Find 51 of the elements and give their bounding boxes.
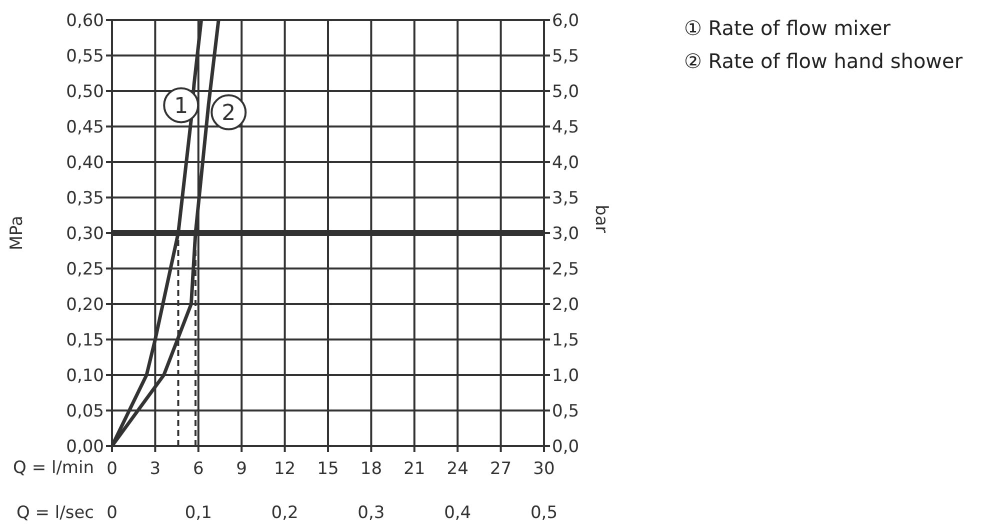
x2-tick-label: 0,2 <box>271 503 298 523</box>
x-tick-label: 9 <box>236 459 248 480</box>
x-tick-label: 6 <box>192 459 204 480</box>
y2-tick-label: 5,0 <box>552 82 580 102</box>
x-tick-label: 24 <box>446 459 468 480</box>
y-tick-label: 0,60 <box>66 11 104 32</box>
y2-tick-label: 2,5 <box>552 260 580 280</box>
y-tick-label: 0,20 <box>66 295 104 316</box>
x-tick-label: 3 <box>150 459 161 480</box>
y2-tick-label: 4,0 <box>552 153 580 174</box>
y-tick-label: 0,30 <box>66 224 104 244</box>
y2-tick-label: 2,0 <box>552 295 580 316</box>
y2-tick-label: 0,5 <box>552 402 580 422</box>
text: ① Rate of flow mixer <box>684 16 890 40</box>
x2-axis-title: Q = l/sec <box>16 503 94 523</box>
y-tick-label: 0,25 <box>66 260 104 280</box>
y2-axis-title: bar <box>590 204 611 234</box>
y-tick-label: 0,10 <box>66 366 104 386</box>
x2-tick-label: 0,3 <box>358 503 385 523</box>
y2-tick-label: 1,5 <box>552 330 580 351</box>
y-tick-label: 0,40 <box>66 153 104 174</box>
y-axis-title: MPa <box>7 216 27 250</box>
y2-tick-label: 1,0 <box>552 366 580 386</box>
x2-tick-label: 0,1 <box>184 503 212 523</box>
x-tick-label: 30 <box>533 459 555 480</box>
x-tick-label: 27 <box>490 459 512 480</box>
x2-tick-label: 0 <box>106 503 118 523</box>
y-tick-label: 0,45 <box>66 118 104 138</box>
y2-tick-label: 5,5 <box>552 46 580 67</box>
y-tick-label: 0,35 <box>66 188 104 209</box>
y-tick-label: 0,05 <box>66 402 104 422</box>
annotation: 2 <box>222 101 236 126</box>
y2-tick-label: 3,5 <box>552 188 580 209</box>
x-tick-label: 12 <box>274 459 296 480</box>
y-tick-label: 0,50 <box>66 82 104 102</box>
x-tick-label: 18 <box>360 459 382 480</box>
annotation: 1 <box>174 94 188 120</box>
y-tick-label: 0,00 <box>66 437 104 458</box>
x2-tick-label: 0,4 <box>444 503 472 523</box>
text: ② Rate of flow hand shower <box>684 49 963 73</box>
x2-tick-label: 0,5 <box>530 503 558 523</box>
y2-tick-label: 3,0 <box>552 224 580 244</box>
y2-tick-label: 6,0 <box>552 11 580 32</box>
y-tick-label: 0,55 <box>66 46 104 67</box>
x-tick-label: 21 <box>404 459 426 480</box>
y2-tick-label: 0,0 <box>552 437 580 458</box>
x-axis-title: Q = l/min <box>13 458 94 478</box>
y-tick-label: 0,15 <box>66 330 104 351</box>
y2-tick-label: 4,5 <box>552 118 580 138</box>
x-tick-label: 0 <box>106 459 118 480</box>
x-tick-label: 15 <box>317 459 339 480</box>
